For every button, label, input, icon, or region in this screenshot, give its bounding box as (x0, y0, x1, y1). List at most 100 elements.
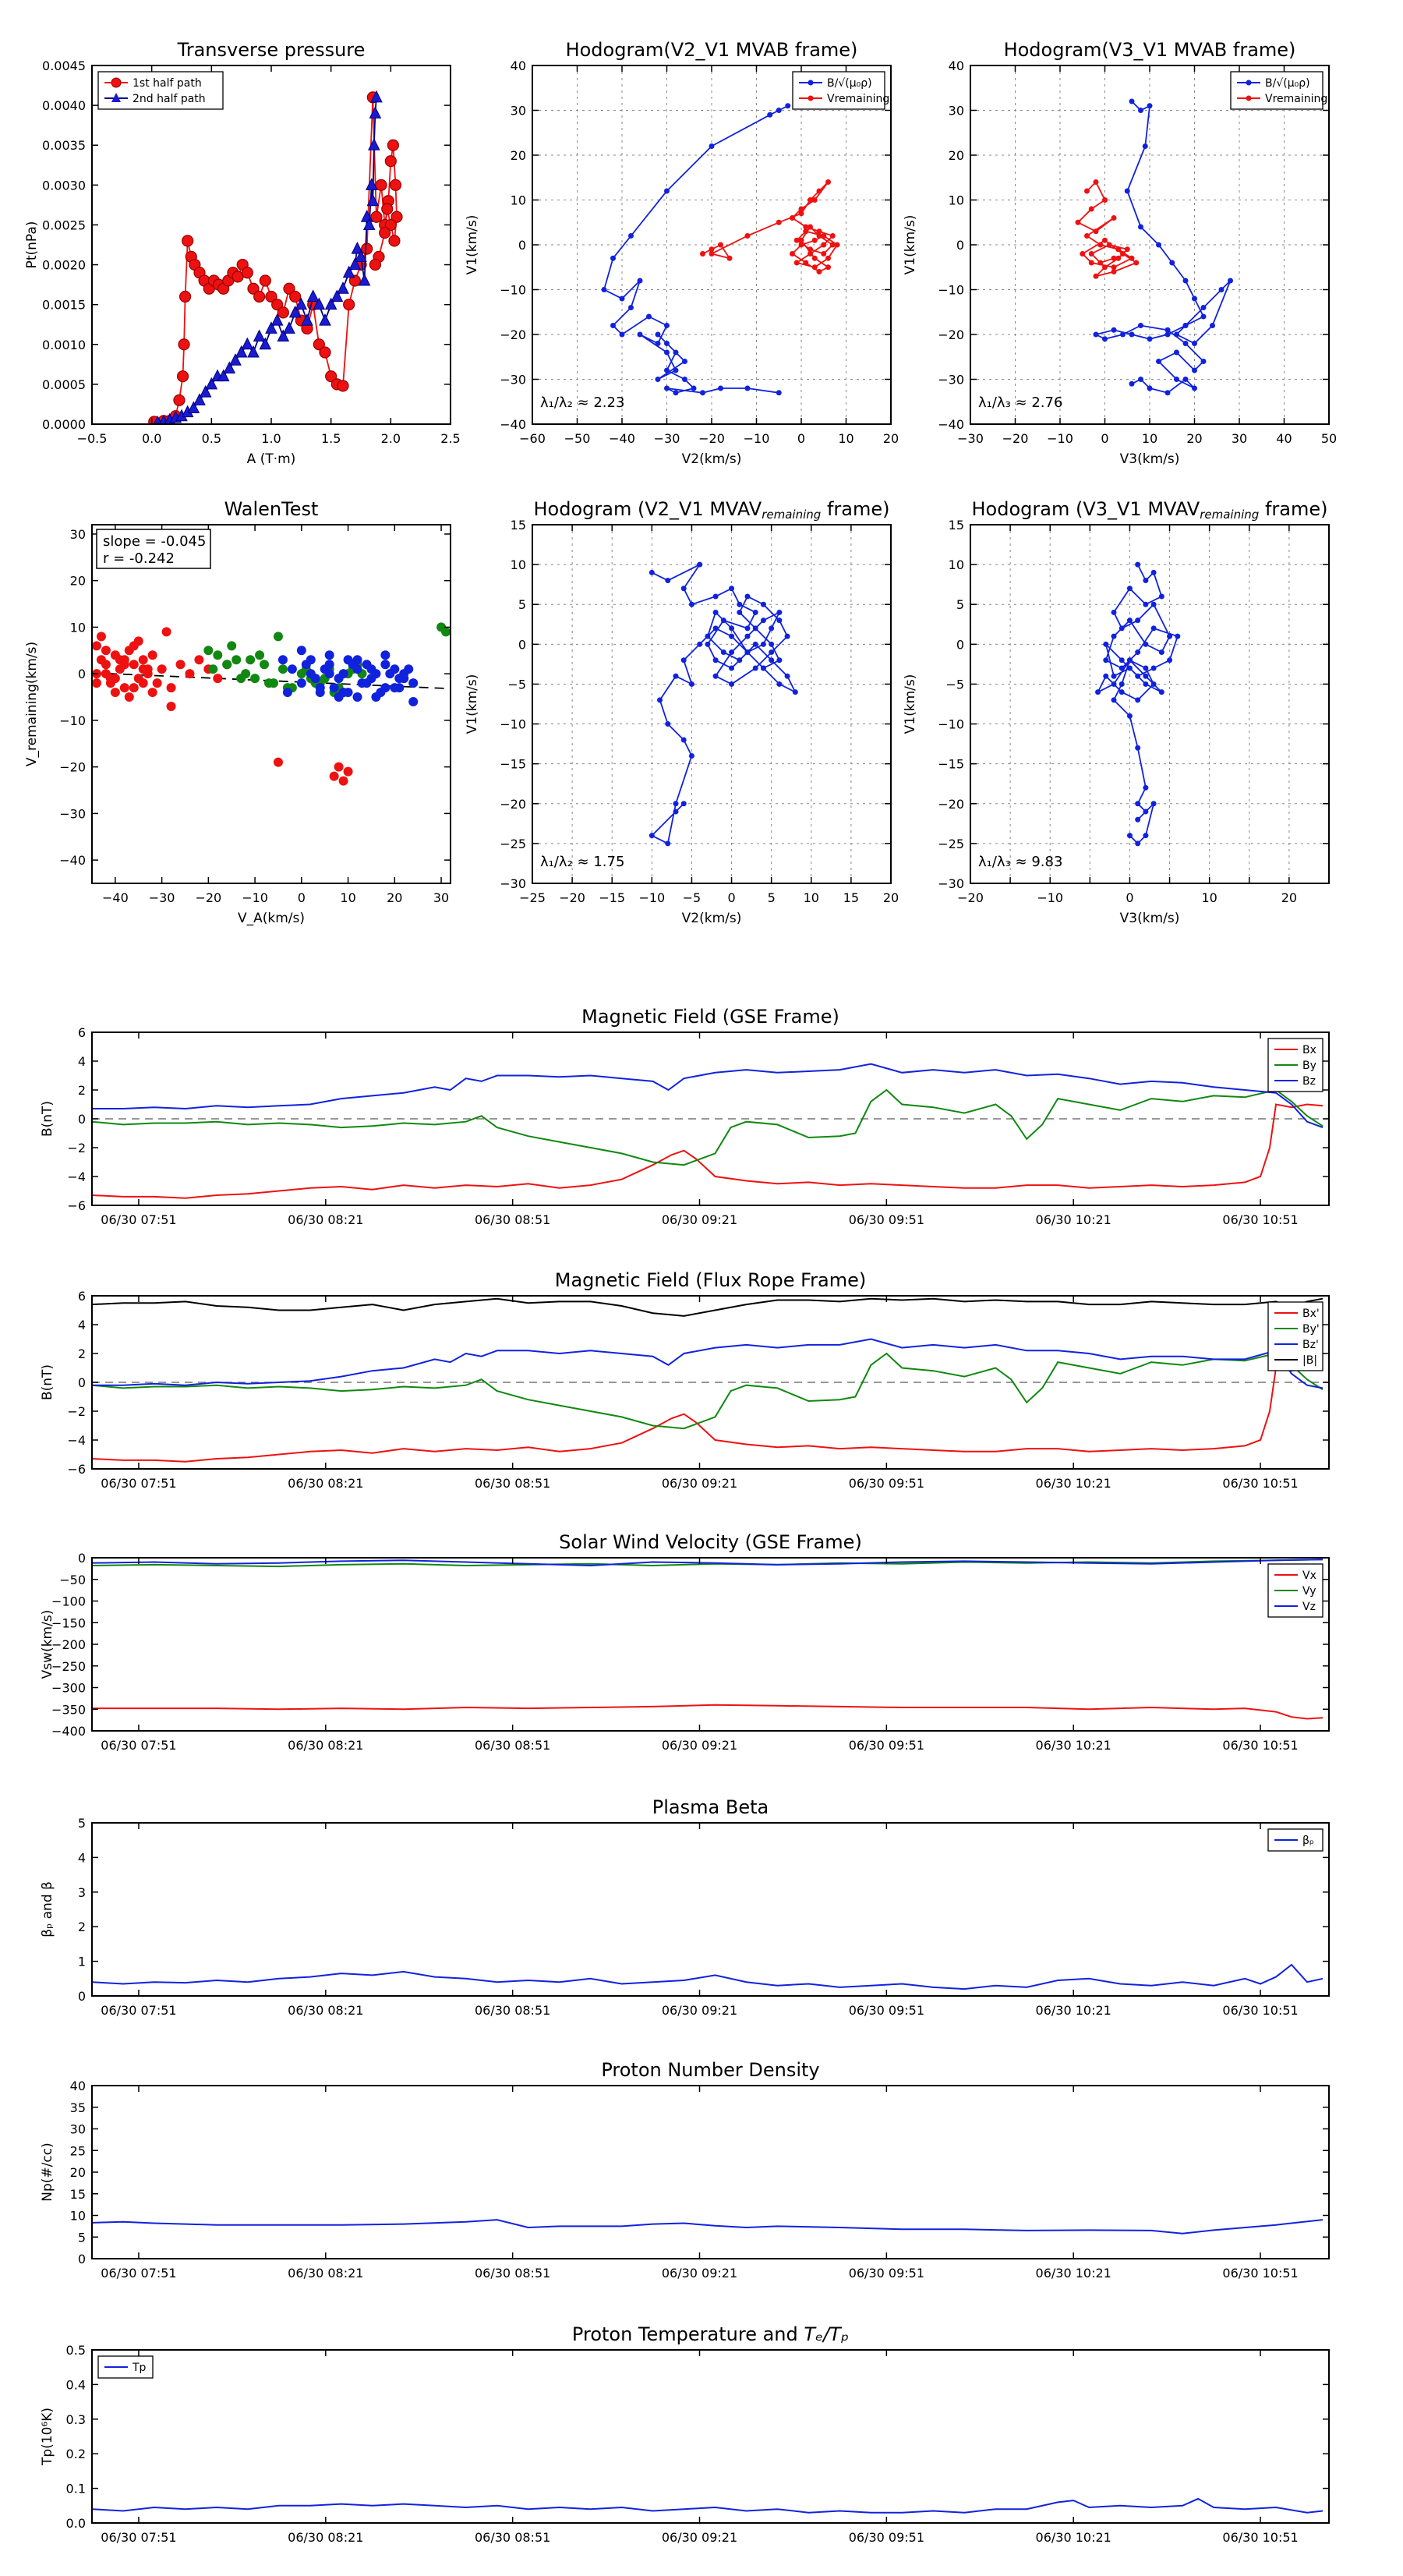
series-by-line (92, 1088, 1323, 1166)
series-group (92, 1063, 1323, 1199)
legend-label: Tp (132, 2362, 147, 2374)
data-point (1164, 327, 1171, 333)
data-point (1106, 242, 1112, 248)
chart-title: Hodogram(V3_V1 MVAB frame) (1004, 39, 1296, 61)
data-point (1138, 224, 1143, 230)
data-point (1093, 179, 1099, 185)
data-point (737, 657, 743, 663)
data-point (119, 655, 129, 665)
x-tick-label: 5 (768, 890, 776, 905)
data-point (310, 674, 320, 684)
data-point (265, 321, 277, 334)
data-point (664, 341, 670, 346)
legend-label: B/√(μ₀ρ) (1265, 77, 1310, 90)
x-tick-label: −10 (1047, 431, 1073, 446)
series-group (1075, 98, 1233, 396)
x-axis-label: A (T·m) (247, 451, 296, 467)
data-point (834, 242, 840, 248)
data-point (283, 282, 295, 295)
data-point (664, 323, 670, 328)
data-point (776, 609, 783, 615)
data-point (193, 393, 206, 405)
data-point (296, 646, 306, 656)
data-point (1143, 578, 1149, 584)
x-tick-label: 06/30 08:21 (288, 1476, 363, 1491)
series-group (92, 622, 451, 786)
y-tick-label: 0 (956, 637, 964, 652)
y-tick-label: 0.0025 (42, 218, 86, 232)
data-point (655, 341, 661, 346)
y-tick-label: −100 (51, 1594, 86, 1609)
series-vremaining-line (1076, 180, 1138, 278)
data-point (776, 657, 783, 663)
x-tick-label: 06/30 09:51 (849, 1212, 924, 1227)
data-point (688, 601, 694, 607)
data-point (825, 255, 831, 261)
x-tick-label: 06/30 07:51 (101, 2266, 176, 2281)
data-point (776, 108, 782, 113)
x-tick-label: 10 (1201, 890, 1217, 905)
data-point (236, 674, 246, 684)
legend-marker (111, 93, 121, 102)
data-point (1111, 633, 1117, 639)
data-point (365, 178, 378, 190)
data-point (1147, 103, 1153, 109)
y-tick-label: 0 (78, 667, 86, 681)
x-tick-label: −30 (957, 431, 984, 446)
data-point (664, 188, 670, 194)
data-point (101, 660, 111, 670)
data-point (1138, 323, 1143, 328)
y-tick-label: 0.0000 (42, 417, 86, 432)
data-point (737, 609, 743, 615)
x-tick-label: 06/30 08:51 (475, 1212, 550, 1227)
plot-frame (91, 2349, 1330, 2524)
y-tick-label: 15 (949, 518, 964, 533)
legend-label: |B| (1302, 1354, 1317, 1367)
data-point (1143, 784, 1149, 791)
data-point (394, 683, 405, 693)
data-point (729, 665, 735, 671)
x-tick-label: 06/30 08:21 (288, 2266, 363, 2281)
data-point (1156, 242, 1161, 248)
data-point (1150, 625, 1157, 632)
chart-temp: 06/30 07:51 06/30 08:21 06/30 08:51 06/30 0… (40, 2323, 1330, 2545)
data-point (737, 601, 743, 607)
legend-label: Bx' (1302, 1307, 1320, 1320)
x-tick-label: 06/30 09:21 (662, 1476, 737, 1491)
y-tick-label: −30 (500, 373, 526, 387)
data-point (816, 188, 822, 194)
y-tick-label: 25 (70, 2143, 86, 2158)
y-tick-label: −40 (938, 417, 964, 432)
y-tick-label: 30 (949, 104, 964, 119)
data-point (776, 390, 782, 396)
data-point (362, 218, 376, 230)
legend-label: By' (1302, 1323, 1320, 1336)
data-point (1129, 380, 1135, 387)
y-tick-label: −200 (51, 1637, 86, 1652)
x-tick-label: −50 (564, 431, 591, 446)
y-tick-label: 5 (78, 1816, 86, 1831)
series-bx-line (92, 1367, 1323, 1463)
data-point (133, 636, 143, 646)
data-point (1115, 255, 1122, 261)
data-point (253, 290, 266, 303)
data-point (760, 617, 766, 624)
data-point (673, 809, 679, 815)
data-point (811, 237, 818, 243)
data-point (222, 660, 232, 670)
legend: Vx Vy Vz (1267, 1563, 1323, 1618)
y-tick-label: 10 (511, 557, 526, 572)
data-point (348, 274, 361, 287)
data-point (342, 265, 355, 278)
data-point (1111, 215, 1117, 221)
y-tick-label: 0 (78, 1375, 86, 1390)
legend-box (97, 71, 224, 110)
x-tick-label: 06/30 08:21 (288, 1212, 363, 1227)
data-point (665, 840, 671, 847)
series-vz-line (92, 1559, 1323, 1567)
data-point (1119, 665, 1125, 671)
data-point (1075, 219, 1081, 225)
data-point (306, 289, 320, 302)
y-tick-label: −30 (500, 876, 526, 891)
